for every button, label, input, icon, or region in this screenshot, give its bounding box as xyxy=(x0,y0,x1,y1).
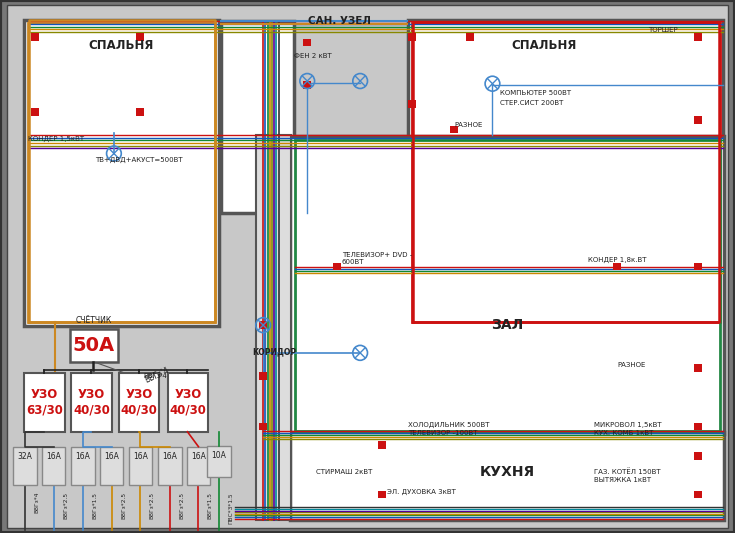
Text: СПАЛЬНЯ: СПАЛЬНЯ xyxy=(512,39,576,52)
Text: ВВГз*2.5: ВВГз*2.5 xyxy=(63,492,68,519)
Bar xyxy=(259,321,267,329)
Bar xyxy=(207,446,231,477)
Text: ГАЗ. КОТЁЛ 150ВТ: ГАЗ. КОТЁЛ 150ВТ xyxy=(594,469,661,475)
Bar xyxy=(259,423,267,430)
Bar xyxy=(695,364,702,372)
Text: ЗАЛ: ЗАЛ xyxy=(491,318,523,332)
Bar xyxy=(412,23,720,322)
Bar xyxy=(256,135,291,520)
Text: ВВГз*1.5: ВВГз*1.5 xyxy=(208,492,212,519)
Bar xyxy=(695,263,702,270)
Bar xyxy=(129,447,152,485)
Text: КОНДЕР 1,5кВТ: КОНДЕР 1,5кВТ xyxy=(28,135,84,142)
Text: ХОЛОДИЛЬНИК 500ВТ: ХОЛОДИЛЬНИК 500ВТ xyxy=(408,422,490,429)
Text: ВВГз*2.5: ВВГз*2.5 xyxy=(179,492,184,519)
Bar xyxy=(42,447,65,485)
Bar xyxy=(333,263,340,270)
Text: 50А: 50А xyxy=(73,336,115,356)
Bar xyxy=(290,432,724,520)
Bar xyxy=(695,452,702,459)
Bar xyxy=(187,447,210,485)
Text: СЧЁТЧИК: СЧЁТЧИК xyxy=(76,316,112,325)
Bar xyxy=(408,34,415,41)
Bar xyxy=(32,34,39,41)
Bar xyxy=(304,39,311,46)
Text: УЗО
40/30: УЗО 40/30 xyxy=(169,389,207,416)
Text: ВВГз*2.5: ВВГз*2.5 xyxy=(121,492,126,519)
Text: ВЫТЯЖКА 1кВТ: ВЫТЯЖКА 1кВТ xyxy=(594,477,651,483)
Text: КОМПЬЮТЕР 500ВТ: КОМПЬЮТЕР 500ВТ xyxy=(500,90,571,96)
Bar xyxy=(259,372,267,379)
Text: САН. УЗЕЛ: САН. УЗЕЛ xyxy=(308,17,371,26)
Bar xyxy=(379,441,386,449)
Bar xyxy=(467,34,474,41)
Text: УЗО
40/30: УЗО 40/30 xyxy=(73,389,110,416)
Text: ФЕН 2 кВТ: ФЕН 2 кВТ xyxy=(294,53,331,59)
Text: 16А: 16А xyxy=(162,452,177,461)
Bar xyxy=(695,491,702,498)
Bar xyxy=(290,136,724,434)
Bar xyxy=(695,116,702,124)
Bar xyxy=(71,447,95,485)
Bar xyxy=(695,423,702,430)
Text: КОРИДОР: КОРИДОР xyxy=(252,348,296,356)
Text: СТИРМАШ 2кВТ: СТИРМАШ 2кВТ xyxy=(316,469,373,475)
Text: 16А: 16А xyxy=(191,452,206,461)
Bar xyxy=(695,34,702,41)
Bar xyxy=(13,447,37,485)
Bar xyxy=(304,82,311,89)
Text: 10А: 10А xyxy=(212,451,226,461)
Text: ВВГз*4: ВВГз*4 xyxy=(35,492,39,513)
Text: СТЕР.СИСТ 200ВТ: СТЕР.СИСТ 200ВТ xyxy=(500,100,563,106)
Bar xyxy=(408,20,723,326)
Text: 16А: 16А xyxy=(104,452,119,461)
Bar xyxy=(24,20,219,326)
Bar xyxy=(136,108,143,116)
Bar xyxy=(220,21,294,213)
Bar xyxy=(136,34,143,41)
Text: ВВГз'4: ВВГз'4 xyxy=(143,373,167,379)
Text: ВВГз'4: ВВГз'4 xyxy=(143,366,171,385)
Bar xyxy=(168,373,208,432)
Bar xyxy=(28,23,215,322)
Text: ТВ+ДВД+АКУСТ=500ВТ: ТВ+ДВД+АКУСТ=500ВТ xyxy=(96,157,183,163)
Text: 16А: 16А xyxy=(76,452,90,461)
Bar xyxy=(408,100,415,108)
Text: ВВГз*1.5: ВВГз*1.5 xyxy=(93,492,97,519)
Text: КУХНЯ: КУХНЯ xyxy=(479,465,534,479)
Text: КОНДЕР 1,8к.ВТ: КОНДЕР 1,8к.ВТ xyxy=(588,257,647,263)
Text: СПАЛЬНЯ: СПАЛЬНЯ xyxy=(89,39,154,52)
Bar xyxy=(24,373,65,432)
Bar xyxy=(100,447,123,485)
Bar xyxy=(119,373,159,432)
Bar xyxy=(295,140,720,431)
Bar xyxy=(379,491,386,498)
Text: УЗО
63/30: УЗО 63/30 xyxy=(26,389,63,416)
Text: ТЕЛЕВИЗОР+ DVD -
600ВТ: ТЕЛЕВИЗОР+ DVD - 600ВТ xyxy=(342,252,412,265)
Bar xyxy=(70,329,118,362)
Text: РАЗНОЕ: РАЗНОЕ xyxy=(454,122,483,128)
Text: 16А: 16А xyxy=(133,452,148,461)
Text: КУХ. КОМБ 1кВТ: КУХ. КОМБ 1кВТ xyxy=(594,430,653,436)
Text: МИКРОВОЛ 1,5кВТ: МИКРОВОЛ 1,5кВТ xyxy=(594,422,662,429)
Text: ПВС*3*1.5: ПВС*3*1.5 xyxy=(229,492,233,523)
Text: УЗО
40/30: УЗО 40/30 xyxy=(121,389,158,416)
Text: ТЕЛЕВИЗОР -100ВТ: ТЕЛЕВИЗОР -100ВТ xyxy=(408,430,478,436)
Bar xyxy=(451,126,458,133)
Text: ТОРШЕР: ТОРШЕР xyxy=(648,27,678,34)
Text: ЭЛ. ДУХОВКА 3кВТ: ЭЛ. ДУХОВКА 3кВТ xyxy=(387,489,456,495)
Bar xyxy=(71,373,112,432)
Text: РАЗНОЕ: РАЗНОЕ xyxy=(617,362,646,368)
Bar xyxy=(32,108,39,116)
Bar xyxy=(158,447,182,485)
Text: ВВГз*2.5: ВВГз*2.5 xyxy=(150,492,154,519)
Text: 32А: 32А xyxy=(18,452,32,461)
Bar xyxy=(614,263,621,270)
Text: 16А: 16А xyxy=(46,452,61,461)
